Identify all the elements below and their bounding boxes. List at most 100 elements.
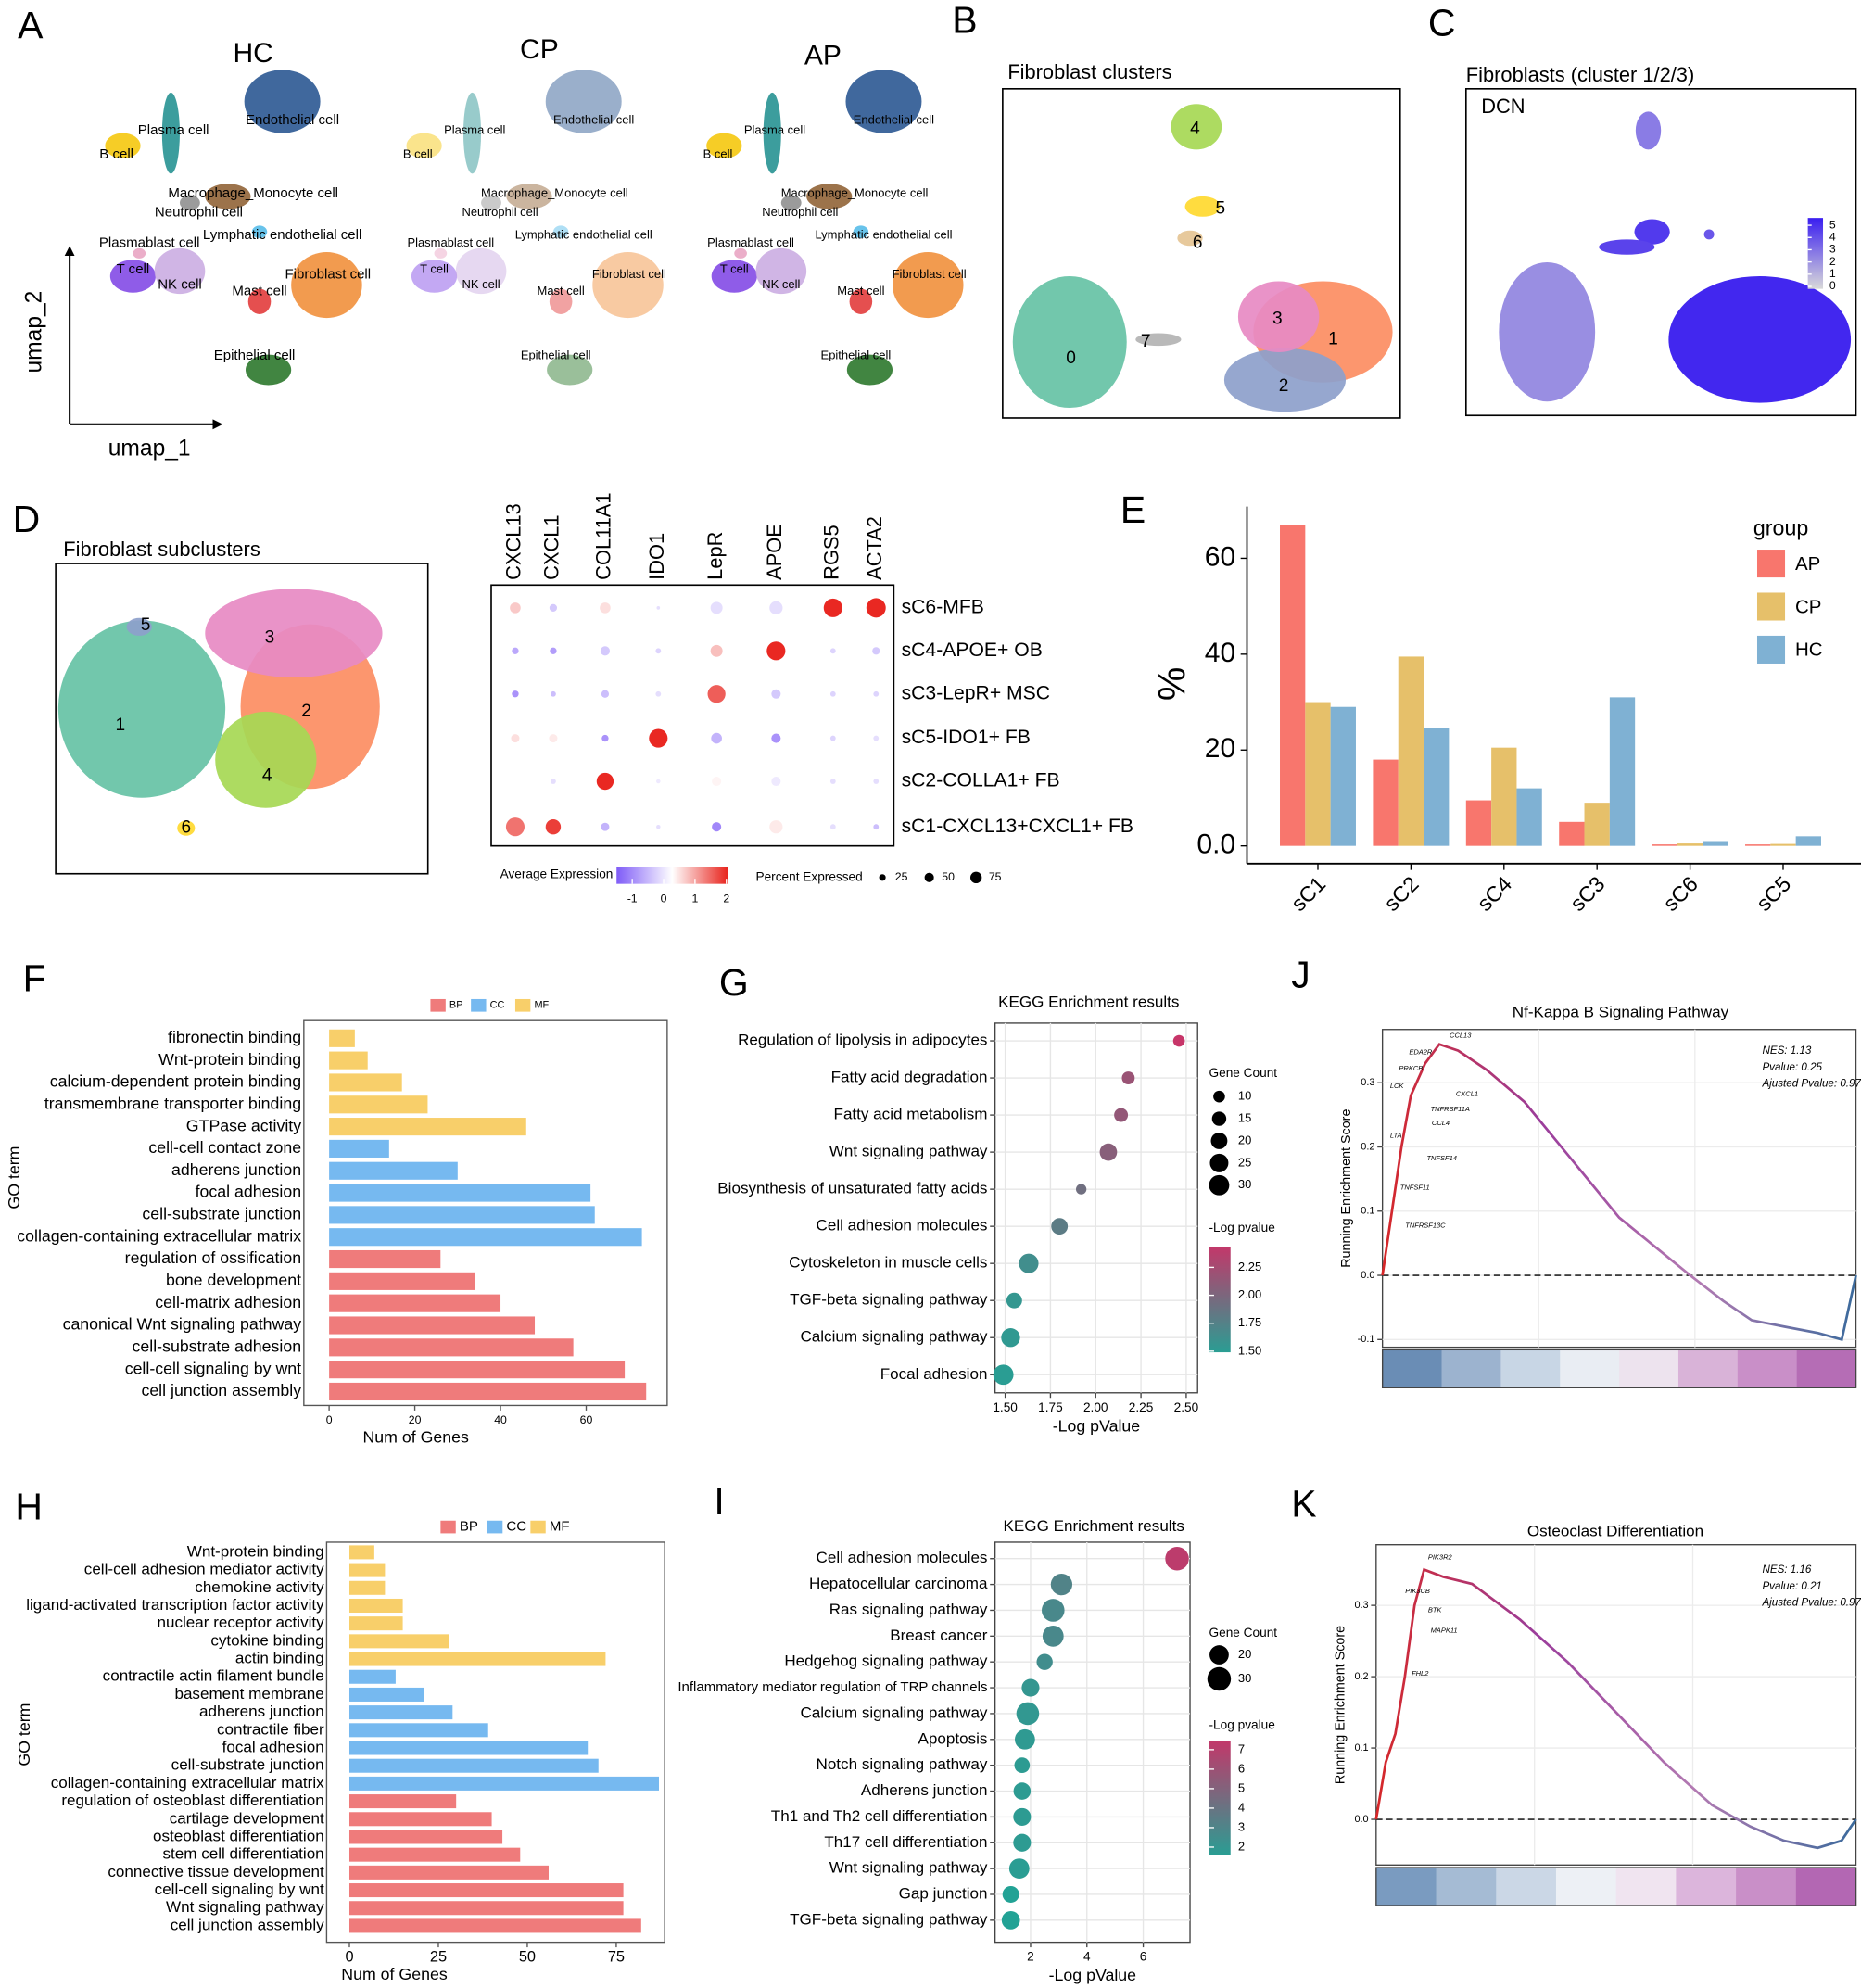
expression-dot — [511, 777, 520, 786]
cell-cluster — [1177, 230, 1203, 247]
gene-label: BTK — [1428, 1606, 1443, 1614]
cluster-label: Lymphatic endothelial cell — [815, 228, 952, 242]
panel-subtitle: DCN — [1481, 95, 1525, 118]
x-tick-label: sC5 — [1752, 871, 1796, 916]
term-label: adherens junction — [199, 1703, 324, 1720]
cluster-label: Neutrophil cell — [762, 205, 838, 219]
y-tick-label: 60 — [1205, 541, 1235, 572]
expression-dot — [769, 820, 783, 834]
expression-cloud — [1634, 219, 1670, 245]
panel-letter: K — [1291, 1483, 1316, 1526]
cell-cluster — [133, 247, 146, 259]
rank-bar — [1496, 1868, 1557, 1906]
y-tick-label: 40 — [1205, 638, 1235, 668]
bar — [348, 1918, 641, 1933]
cell-cluster — [1184, 196, 1221, 217]
cluster-label: Fibroblast cell — [592, 267, 666, 281]
term-label: regulation of ossification — [125, 1248, 301, 1267]
colorbar-tick-label: 4 — [1829, 231, 1836, 244]
term-label: cell-substrate junction — [142, 1205, 301, 1223]
gene-label: LCK — [1390, 1082, 1405, 1090]
expression-dot — [712, 776, 722, 787]
bar — [1373, 759, 1399, 846]
rank-bar — [1737, 1349, 1798, 1388]
y-axis-label: Running Enrichment Score — [1333, 1626, 1348, 1784]
legend-swatch — [1756, 550, 1786, 578]
legend-label: AP — [1795, 553, 1820, 575]
bar — [348, 1580, 386, 1595]
panel-letter: B — [952, 0, 977, 42]
cluster-label: Macrophage_Monocyte cell — [781, 186, 929, 200]
legend-label: BP — [449, 1000, 463, 1011]
legend-label: MF — [534, 1000, 549, 1011]
bar — [329, 1361, 626, 1379]
cluster-label: Plasma cell — [744, 122, 805, 136]
rank-bar — [1436, 1868, 1497, 1906]
cluster-label: 5 — [141, 615, 151, 635]
bar — [329, 1249, 441, 1269]
gene-label: PIK3CB — [1405, 1587, 1430, 1595]
cell-cluster — [481, 195, 501, 210]
term-label: Wnt signaling pathway — [829, 1859, 988, 1877]
cell-cluster — [755, 247, 807, 295]
term-label: canonical Wnt signaling pathway — [63, 1315, 302, 1334]
cell-cluster — [205, 589, 383, 678]
rank-bar — [1555, 1868, 1617, 1906]
enrichment-dot — [1014, 1757, 1031, 1774]
cluster-label: 6 — [1193, 234, 1203, 253]
legend-swatch — [430, 998, 446, 1012]
chart-title: Osteoclast Differentiation — [1527, 1523, 1703, 1540]
cell-cluster — [552, 225, 569, 239]
term-label: Wnt-protein binding — [187, 1542, 324, 1560]
x-axis-label: Num of Genes — [341, 1965, 448, 1983]
cell-cluster — [179, 195, 200, 210]
bar — [1584, 803, 1610, 846]
x-tick-label: 2.00 — [1083, 1400, 1108, 1414]
term-label: Apoptosis — [918, 1729, 988, 1747]
size-legend-label: 75 — [989, 870, 1002, 883]
enrichment-dot — [1002, 1885, 1019, 1903]
bar — [1770, 843, 1796, 846]
bar — [1491, 747, 1517, 846]
term-label: Fatty acid metabolism — [834, 1106, 988, 1123]
rank-bar — [1615, 1868, 1677, 1906]
term-label: cell-substrate junction — [171, 1756, 324, 1774]
term-label: basement membrane — [174, 1685, 323, 1703]
expression-dot — [769, 601, 783, 614]
term-label: Ras signaling pathway — [829, 1601, 988, 1618]
panel-letter: G — [719, 961, 749, 1004]
expression-dot — [545, 818, 562, 835]
bar — [329, 1051, 368, 1070]
colorbar-tick-label: -1 — [627, 892, 638, 905]
cluster-label: NK cell — [462, 277, 500, 291]
cell-cluster — [247, 288, 272, 314]
cluster-label: Epithelial cell — [214, 348, 296, 363]
term-label: osteoblast differentiation — [153, 1827, 324, 1844]
colorbar-tick-label: 2 — [723, 892, 729, 905]
cluster-label: Endothelial cell — [854, 112, 934, 126]
bar — [348, 1687, 424, 1702]
panel-frame — [1002, 88, 1401, 419]
term-label: Wnt signaling pathway — [166, 1898, 324, 1916]
term-label: Hedgehog signaling pathway — [784, 1652, 988, 1670]
cluster-label: 5 — [1215, 199, 1225, 219]
term-label: cell-substrate adhesion — [133, 1337, 302, 1356]
expression-dot — [766, 641, 786, 661]
colorbar — [1209, 1741, 1231, 1855]
annotation: Ajusted Pvalue: 0.97 — [1761, 1597, 1861, 1609]
cell-cluster — [893, 252, 964, 319]
term-label: Breast cancer — [890, 1627, 988, 1644]
gene-label: LepR — [703, 532, 727, 580]
term-label: cell-cell signaling by wnt — [155, 1880, 324, 1898]
expression-dot — [873, 779, 880, 784]
expression-dot — [823, 598, 842, 617]
panel-frame — [55, 563, 429, 875]
annotation: NES: 1.13 — [1762, 1045, 1811, 1057]
panel-letter: D — [13, 498, 41, 540]
expression-dot — [707, 685, 726, 703]
expression-dot — [601, 734, 609, 742]
expression-dot — [873, 824, 880, 830]
cluster-label: Macrophage_Monocyte cell — [481, 186, 628, 200]
cell-cluster — [1135, 333, 1182, 347]
